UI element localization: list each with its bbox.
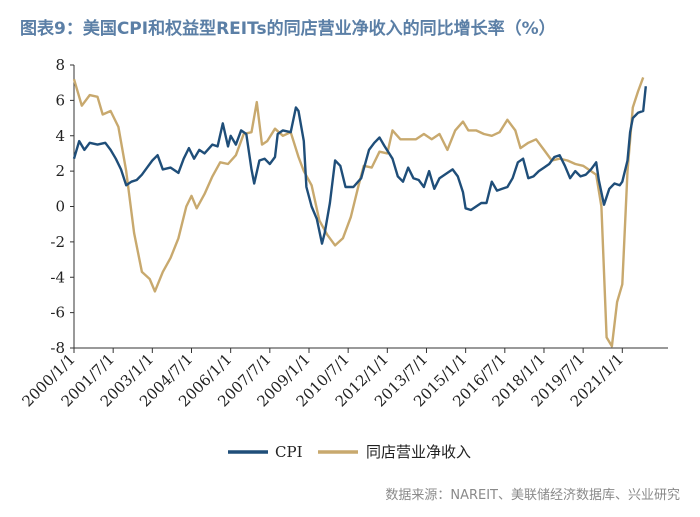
y-tick-label: 0 [55, 198, 65, 216]
chart-lines [72, 76, 647, 348]
y-tick-label: 2 [55, 162, 65, 180]
y-tick-label: -2 [50, 233, 65, 251]
y-axis-ticks: 8 6 4 2 0 -2 -4 -6 -8 [50, 56, 74, 357]
y-tick-label: -8 [50, 339, 65, 357]
series-line-noi [72, 76, 645, 348]
y-tick-label: 8 [55, 56, 65, 74]
y-tick-label: -4 [50, 268, 65, 286]
chart-axes [73, 65, 668, 349]
chart-title: 图表9：美国CPI和权益型REITs的同店营业净收入的同比增长率（%） [20, 19, 556, 39]
y-tick-label: 4 [55, 127, 65, 145]
y-tick-label: -6 [50, 304, 65, 322]
series-line-cpi [72, 86, 647, 245]
chart-legend: CPI 同店营业净收入 [228, 443, 471, 461]
x-axis-ticks: 2000/1/12001/7/12003/1/12004/7/12006/1/1… [18, 348, 627, 410]
source-note: 数据来源：NAREIT、美联储经济数据库、兴业研究 [385, 488, 680, 503]
y-tick-label: 6 [55, 91, 65, 109]
legend-label-noi: 同店营业净收入 [366, 443, 471, 461]
legend-label-cpi: CPI [275, 443, 303, 461]
